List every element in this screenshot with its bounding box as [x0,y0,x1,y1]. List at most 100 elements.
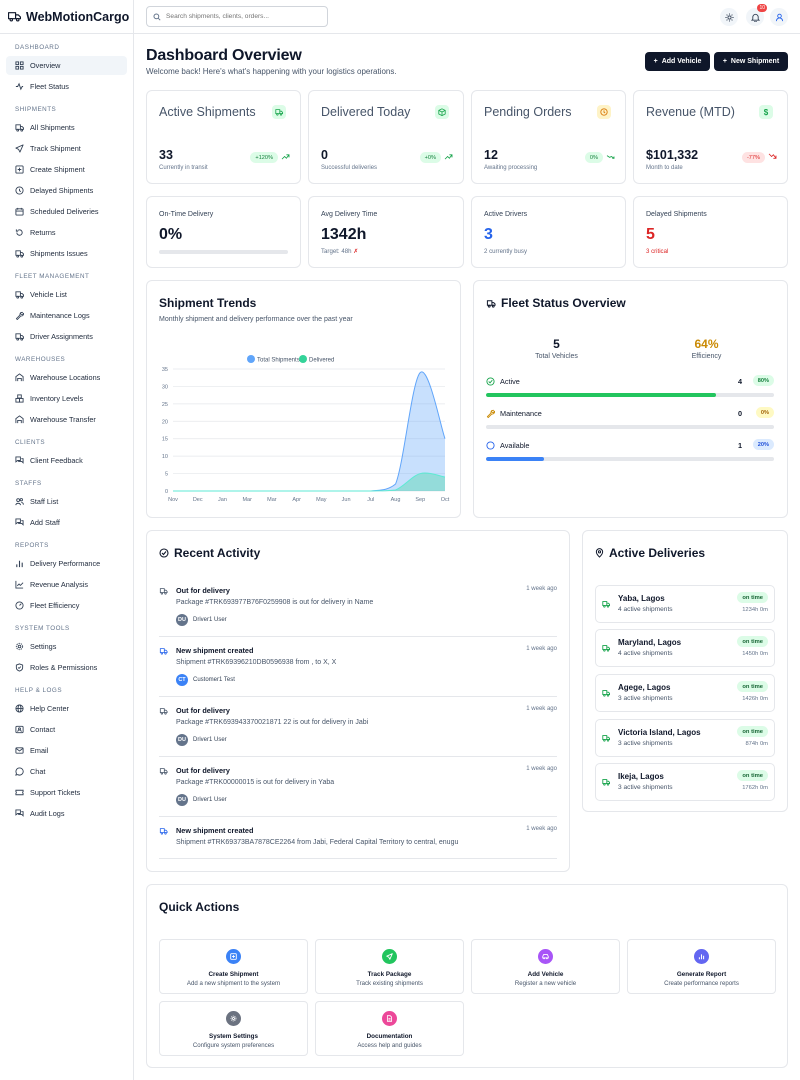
activity-desc: Package #TRK00000015 is out for delivery… [176,779,335,786]
add-vehicle-label: Add Vehicle [661,58,702,65]
trends-subtitle: Monthly shipment and delivery performanc… [159,316,353,323]
legend-swatch [247,355,255,363]
delivery-item[interactable]: Agege, Lagos 3 active shipments on time … [595,674,775,712]
fleet-total-value: 5 [553,337,560,351]
quick-action-generate-report[interactable]: Generate Report Create performance repor… [627,939,776,994]
quick-action-system-settings[interactable]: System Settings Configure system prefere… [159,1001,308,1056]
sidebar-item-create-shipment[interactable]: Create Shipment [6,160,127,179]
sidebar-item-warehouse-transfer[interactable]: Warehouse Transfer [6,410,127,429]
sidebar-item-delivery-performance[interactable]: Delivery Performance [6,554,127,573]
new-shipment-button[interactable]: + New Shipment [714,52,788,71]
sidebar-item-chat[interactable]: Chat [6,762,127,781]
wrench-icon [486,409,495,418]
sidebar-item-client-feedback[interactable]: Client Feedback [6,451,127,470]
quick-action-documentation[interactable]: Documentation Access help and guides [315,1001,464,1056]
delivery-location: Victoria Island, Lagos [618,728,701,737]
brand[interactable]: WebMotionCargo [0,0,133,34]
sidebar-item-add-staff[interactable]: Add Staff [6,513,127,532]
brand-name: WebMotionCargo [26,9,130,24]
fleet-status-card: Fleet Status Overview 5 Total Vehicles 6… [473,280,788,518]
sidebar-item-staff-list[interactable]: Staff List [6,492,127,511]
delivery-count: 4 active shipments [618,650,673,657]
trend-down-icon [768,153,777,159]
search-input[interactable] [166,13,316,20]
kpi-card-pending-orders: Pending Orders 12 Awaiting processing 0% [471,90,626,184]
activity-item[interactable]: Out for delivery Package #TRK00000015 is… [159,766,557,817]
circle-icon [486,441,495,450]
sun-icon [724,12,734,22]
activity-item[interactable]: Out for delivery Package #TRK693977B76F0… [159,586,557,637]
sidebar-item-contact[interactable]: Contact [6,720,127,739]
sidebar-item-label: Help Center [30,704,69,713]
metric-value: 3 [484,226,493,243]
delivery-item[interactable]: Yaba, Lagos 4 active shipments on time 1… [595,585,775,623]
boxes-icon [15,394,24,403]
sidebar-item-label: Returns [30,228,56,237]
shield-icon [15,663,24,672]
sidebar-item-roles-permissions[interactable]: Roles & Permissions [6,658,127,677]
wrench-icon [15,311,24,320]
kpi-change-badge: 0% [584,152,603,163]
x-tick-label: Dec [193,497,203,503]
sidebar-item-scheduled-deliveries[interactable]: Scheduled Deliveries [6,202,127,221]
sidebar-item-settings[interactable]: Settings [6,637,127,656]
activity-item[interactable]: New shipment created Shipment #TRK69373B… [159,826,557,859]
delivery-count: 3 active shipments [618,784,673,791]
theme-toggle-button[interactable] [720,8,738,26]
sidebar-item-fleet-status[interactable]: Fleet Status [6,77,127,96]
sidebar-item-all-shipments[interactable]: All Shipments [6,118,127,137]
messages-icon [15,518,24,526]
sidebar-item-maintenance-logs[interactable]: Maintenance Logs [6,306,127,325]
activity-title: New shipment created [176,646,254,655]
quick-action-create-shipment[interactable]: Create Shipment Add a new shipment to th… [159,939,308,994]
target-label: Target: 48h [321,248,352,255]
fleet-efficiency: 64% Efficiency [654,337,759,360]
sidebar-item-support-tickets[interactable]: Support Tickets [6,783,127,802]
sidebar-item-help-center[interactable]: Help Center [6,699,127,718]
sidebar-item-delayed-shipments[interactable]: Delayed Shipments [6,181,127,200]
activity-item[interactable]: New shipment created Shipment #TRK693962… [159,646,557,697]
delivery-item[interactable]: Ikeja, Lagos 3 active shipments on time … [595,763,775,801]
quick-action-sub: Configure system preferences [192,1042,275,1049]
truck-icon [272,105,286,119]
kpi-value: 12 [484,148,498,162]
deliveries-title-label: Active Deliveries [609,546,706,560]
quick-action-track-package[interactable]: Track Package Track existing shipments [315,939,464,994]
notifications-button[interactable]: 10 [746,4,767,26]
kpi-change-badge: -77% [741,152,765,163]
delivery-item[interactable]: Victoria Island, Lagos 3 active shipment… [595,719,775,757]
activity-title: New shipment created [176,826,254,835]
activity-desc: Package #TRK693977B76F0259908 is out for… [176,599,374,606]
recent-activity-card: Recent Activity Out for delivery Package… [146,530,570,872]
activity-item[interactable]: Out for delivery Package #TRK69394337002… [159,706,557,757]
sidebar-item-audit-logs[interactable]: Audit Logs [6,804,127,823]
sidebar-item-overview[interactable]: Overview [6,56,127,75]
sidebar-item-warehouse-locations[interactable]: Warehouse Locations [6,368,127,387]
quick-action-sub: Track existing shipments [356,980,423,987]
profile-button[interactable] [770,8,788,26]
sidebar-item-shipments-issues[interactable]: Shipments Issues [6,244,127,263]
sidebar-item-fleet-efficiency[interactable]: Fleet Efficiency [6,596,127,615]
delivery-item[interactable]: Maryland, Lagos 4 active shipments on ti… [595,629,775,667]
search-box[interactable] [146,6,328,27]
bell-icon [750,13,760,22]
sidebar-item-vehicle-list[interactable]: Vehicle List [6,285,127,304]
add-vehicle-button[interactable]: + Add Vehicle [645,52,710,71]
avatar: DU [176,734,188,746]
sidebar-section-system: SYSTEM TOOLS [15,625,70,632]
metric-value: 5 [646,226,655,243]
sidebar-item-email[interactable]: Email [6,741,127,760]
quick-action-title: Documentation [366,1033,413,1040]
trends-title: Shipment Trends [159,296,257,310]
sidebar-item-driver-assignments[interactable]: Driver Assignments [6,327,127,346]
quick-action-add-vehicle[interactable]: Add Vehicle Register a new vehicle [471,939,620,994]
truck-icon [602,645,610,652]
sidebar-item-label: Client Feedback [30,456,83,465]
sidebar-item-track-shipment[interactable]: Track Shipment [6,139,127,158]
sidebar-item-revenue-analysis[interactable]: Revenue Analysis [6,575,127,594]
activity-desc: Package #TRK693943370021871 22 is out fo… [176,719,369,726]
delivery-count: 4 active shipments [618,606,673,613]
sidebar-item-inventory-levels[interactable]: Inventory Levels [6,389,127,408]
x-tick-label: Jan [218,497,227,503]
sidebar-item-returns[interactable]: Returns [6,223,127,242]
